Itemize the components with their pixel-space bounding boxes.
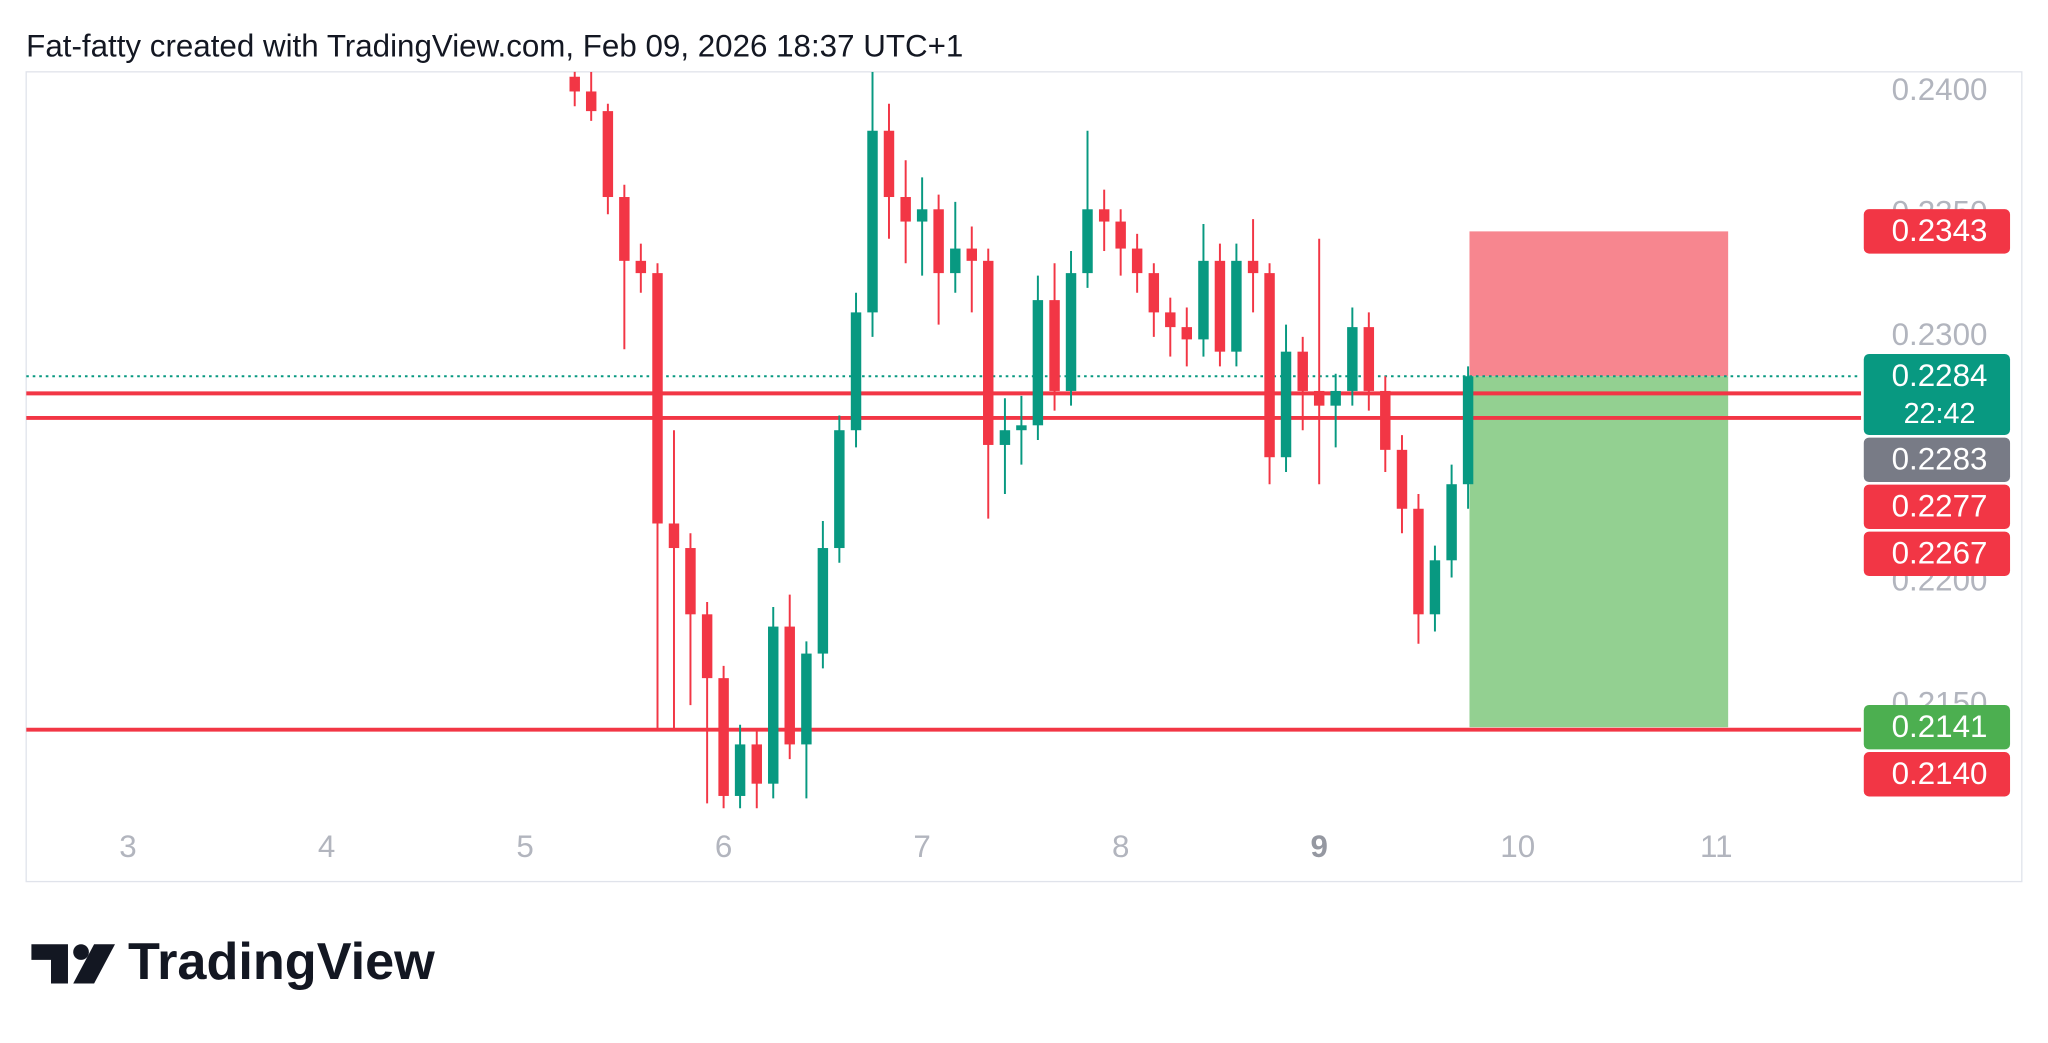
candle-body [701, 614, 713, 679]
candle-body [1297, 351, 1308, 391]
price-label-box [1863, 209, 2011, 254]
candle-body [1214, 260, 1226, 352]
candle-body [668, 523, 680, 549]
candle-body [1280, 351, 1292, 458]
y-tick-label: 0.2400 [1892, 72, 1988, 107]
price-label-box [1863, 705, 2011, 750]
candle-body [718, 678, 729, 796]
candle-body [1363, 327, 1375, 391]
countdown: 22:42 [1904, 398, 1976, 430]
x-tick-label: 4 [318, 829, 335, 864]
candle-body [1264, 273, 1275, 458]
candle-body [1082, 209, 1093, 274]
candle-body [1131, 248, 1143, 274]
logo: TradingView [31, 933, 435, 991]
x-tick-label: 7 [913, 829, 930, 864]
candle-body [916, 209, 928, 222]
price-label: 0.2283 [1892, 441, 1988, 476]
candle-body [883, 130, 895, 198]
candle-body [867, 130, 878, 313]
price-label: 0.2267 [1892, 535, 1988, 570]
candle-body [569, 76, 580, 92]
candle-body [1098, 209, 1110, 222]
plot-area [26, 71, 1862, 809]
axes: 0.21500.22000.23000.23500.24003456789101… [119, 72, 2011, 864]
candle-body [1429, 560, 1441, 615]
candle-body [1231, 260, 1242, 352]
candle-body [1148, 273, 1160, 313]
candle-body [1396, 449, 1408, 509]
candle-body [768, 626, 779, 784]
candle-body [1462, 376, 1474, 485]
candle-body [950, 248, 961, 274]
candle-body [1330, 390, 1341, 406]
logo-mark [73, 944, 89, 960]
candle-body [1165, 312, 1176, 328]
candle-body [1413, 508, 1424, 615]
y-tick-label: 0.2300 [1892, 317, 1988, 352]
candle-body [1198, 260, 1209, 340]
candle-body [1247, 260, 1259, 274]
x-tick-label: 3 [119, 829, 136, 864]
x-tick-label: 10 [1500, 829, 1535, 864]
candle-body [685, 548, 696, 615]
candle-body [1313, 390, 1325, 406]
candle-body [635, 260, 647, 274]
candle-body [850, 312, 862, 431]
price-label-box [1863, 752, 2011, 797]
candle-body [999, 430, 1011, 445]
price-label: 0.2140 [1892, 756, 1988, 791]
candle-body [652, 273, 663, 524]
candle-body [933, 209, 944, 274]
candle-body [900, 197, 911, 222]
price-label-box [1863, 437, 2011, 482]
price-label: 0.2141 [1892, 709, 1988, 744]
x-tick-label: 11 [1700, 829, 1733, 864]
candle-body [834, 430, 845, 549]
candle-body [1380, 390, 1391, 450]
candle-body [751, 744, 762, 784]
candle-body [734, 744, 746, 796]
candle-body [1032, 300, 1044, 426]
x-tick-label: 9 [1310, 829, 1327, 864]
candle-body [619, 197, 630, 261]
candle-body [983, 260, 994, 445]
target-zone [1469, 376, 1729, 728]
candle-body [585, 91, 597, 112]
stop-zone [1469, 231, 1729, 377]
logo-mark [31, 944, 68, 984]
brand: TradingView [128, 933, 435, 991]
candle-body [1347, 327, 1358, 391]
logo-mark [73, 944, 115, 984]
candle-body [817, 548, 829, 654]
header: Fat-fatty created with TradingView.com, … [26, 29, 963, 64]
price-label: 0.2277 [1892, 488, 1988, 523]
candle-body [1181, 327, 1192, 340]
candle-body [784, 626, 795, 745]
candle-body [966, 248, 977, 261]
candle-body [1115, 221, 1126, 249]
price-label-box [1863, 484, 2011, 530]
candle-body [1065, 273, 1077, 391]
candle-body [602, 111, 614, 198]
candle-body [1016, 425, 1027, 431]
candle-body [801, 653, 812, 745]
candle-body [1049, 300, 1060, 391]
candle-body [1446, 484, 1457, 561]
x-tick-label: 8 [1112, 829, 1129, 864]
price-label: 0.2284 [1892, 358, 1988, 393]
price-label: 0.2343 [1892, 213, 1988, 248]
price-label-box [1863, 354, 2011, 435]
x-tick-label: 6 [715, 829, 732, 864]
x-tick-label: 5 [516, 829, 533, 864]
price-label-box [1863, 531, 2011, 577]
